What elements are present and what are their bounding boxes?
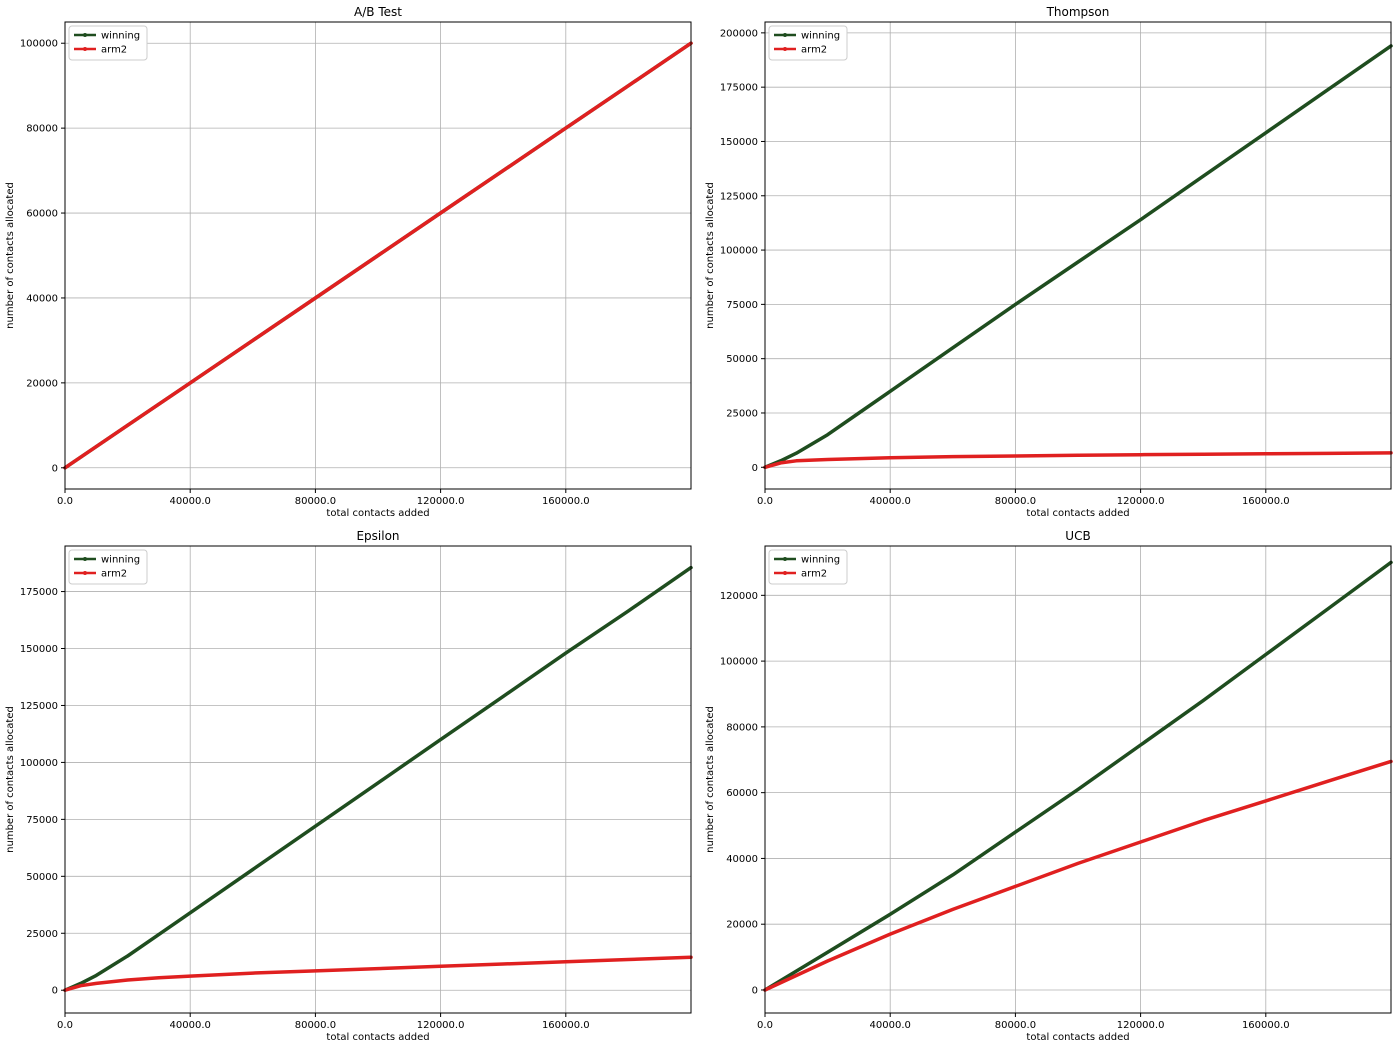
y-tick-label: 120000 xyxy=(720,591,758,602)
legend: winning arm2 xyxy=(68,25,148,61)
legend-marker-winning xyxy=(83,33,87,37)
x-tick-label: 120000.0 xyxy=(417,496,465,507)
x-tick-label: 120000.0 xyxy=(417,1020,465,1031)
y-tick-label: 100000 xyxy=(20,758,58,769)
x-tick-label: 40000.0 xyxy=(170,496,211,507)
y-tick-label: 100000 xyxy=(720,657,758,668)
y-tick-label: 60000 xyxy=(26,209,58,220)
x-tick-label: 0.0 xyxy=(757,496,773,507)
chart-title: UCB xyxy=(1065,529,1090,543)
series-line-arm2 xyxy=(63,41,693,470)
x-tick-label: 0.0 xyxy=(757,1020,773,1031)
series-line-winning xyxy=(763,560,1393,992)
legend: winning arm2 xyxy=(68,549,148,585)
chart-title: A/B Test xyxy=(354,5,402,19)
y-tick-label: 20000 xyxy=(726,920,758,931)
y-tick-label: 25000 xyxy=(726,408,758,419)
y-tick-label: 75000 xyxy=(726,300,758,311)
y-tick-label: 100000 xyxy=(720,246,758,257)
chart-thompson: 0.0 40000.0 80000.0 120000.0 160000.0 0 25000 5… xyxy=(705,5,1393,519)
y-tick-label: 150000 xyxy=(720,137,758,148)
legend-marker-winning xyxy=(83,557,87,561)
y-tick-label: 20000 xyxy=(26,378,58,389)
y-tick-label: 0 xyxy=(752,463,758,474)
legend-marker-arm2 xyxy=(83,571,87,575)
y-axis-label: number of contacts allocated xyxy=(5,182,16,329)
chart-epsilon: 0.0 40000.0 80000.0 120000.0 160000.0 0 25000 5… xyxy=(5,529,693,1043)
legend-marker-winning xyxy=(783,33,787,37)
x-tick-label: 80000.0 xyxy=(295,496,336,507)
x-axis-label: total contacts added xyxy=(1026,1032,1129,1043)
x-tick-label: 0.0 xyxy=(57,1020,73,1031)
chart-ucb: 0.0 40000.0 80000.0 120000.0 160000.0 0 20000 4… xyxy=(705,529,1393,1043)
x-tick-label: 40000.0 xyxy=(870,496,911,507)
legend-label-arm2: arm2 xyxy=(801,569,827,580)
y-tick-label: 175000 xyxy=(720,83,758,94)
y-tick-label: 125000 xyxy=(20,701,58,712)
x-tick-label: 40000.0 xyxy=(170,1020,211,1031)
legend-label-arm2: arm2 xyxy=(101,45,127,56)
y-tick-label: 40000 xyxy=(726,854,758,865)
legend-label-winning: winning xyxy=(101,31,140,42)
x-tick-label: 120000.0 xyxy=(1117,1020,1165,1031)
y-tick-label: 25000 xyxy=(26,929,58,940)
y-tick-label: 60000 xyxy=(726,788,758,799)
x-axis-label: total contacts added xyxy=(1026,508,1129,519)
y-tick-label: 125000 xyxy=(720,191,758,202)
y-tick-label: 100000 xyxy=(20,39,58,50)
legend-label-winning: winning xyxy=(101,555,140,566)
x-tick-label: 160000.0 xyxy=(1242,1020,1290,1031)
chart-title: Thompson xyxy=(1046,5,1110,19)
y-tick-label: 0 xyxy=(52,986,58,997)
x-tick-label: 0.0 xyxy=(57,496,73,507)
y-axis-label: number of contacts allocated xyxy=(705,182,716,329)
series-line-arm2 xyxy=(763,451,1393,470)
x-axis-label: total contacts added xyxy=(326,508,429,519)
x-tick-label: 160000.0 xyxy=(1242,496,1290,507)
legend-label-winning: winning xyxy=(801,31,840,42)
y-axis-label: number of contacts allocated xyxy=(5,706,16,853)
x-tick-label: 80000.0 xyxy=(995,496,1036,507)
y-tick-label: 0 xyxy=(52,463,58,474)
legend-marker-arm2 xyxy=(83,47,87,51)
y-tick-label: 75000 xyxy=(26,815,58,826)
plot-frame xyxy=(64,545,692,1014)
y-tick-label: 150000 xyxy=(20,644,58,655)
y-tick-label: 0 xyxy=(752,985,758,996)
x-axis-label: total contacts added xyxy=(326,1032,429,1043)
legend-label-arm2: arm2 xyxy=(801,45,827,56)
series-line-winning xyxy=(763,44,1393,470)
legend: winning arm2 xyxy=(768,549,848,585)
y-tick-label: 50000 xyxy=(726,354,758,365)
plot-frame xyxy=(764,21,1392,490)
x-tick-label: 80000.0 xyxy=(295,1020,336,1031)
legend-label-winning: winning xyxy=(801,555,840,566)
legend-marker-arm2 xyxy=(783,47,787,51)
series-line-arm2 xyxy=(763,759,1393,992)
plot-frame xyxy=(64,21,692,490)
y-axis-label: number of contacts allocated xyxy=(705,706,716,853)
series-line-winning xyxy=(63,565,693,992)
series-line-arm2 xyxy=(63,955,693,992)
y-tick-label: 80000 xyxy=(26,124,58,135)
legend-marker-arm2 xyxy=(783,571,787,575)
y-tick-label: 40000 xyxy=(26,293,58,304)
x-tick-label: 160000.0 xyxy=(542,1020,590,1031)
x-tick-label: 160000.0 xyxy=(542,496,590,507)
x-tick-label: 40000.0 xyxy=(870,1020,911,1031)
y-tick-label: 50000 xyxy=(26,872,58,883)
plot-frame xyxy=(764,545,1392,1014)
chart-ab-test: 0.0 40000.0 80000.0 120000.0 160000.0 0 20000 4… xyxy=(5,5,693,519)
legend: winning arm2 xyxy=(768,25,848,61)
y-tick-label: 175000 xyxy=(20,587,58,598)
x-tick-label: 120000.0 xyxy=(1117,496,1165,507)
chart-title: Epsilon xyxy=(356,529,399,543)
legend-marker-winning xyxy=(783,557,787,561)
y-tick-label: 80000 xyxy=(726,722,758,733)
y-tick-label: 200000 xyxy=(720,28,758,39)
legend-label-arm2: arm2 xyxy=(101,569,127,580)
x-tick-label: 80000.0 xyxy=(995,1020,1036,1031)
